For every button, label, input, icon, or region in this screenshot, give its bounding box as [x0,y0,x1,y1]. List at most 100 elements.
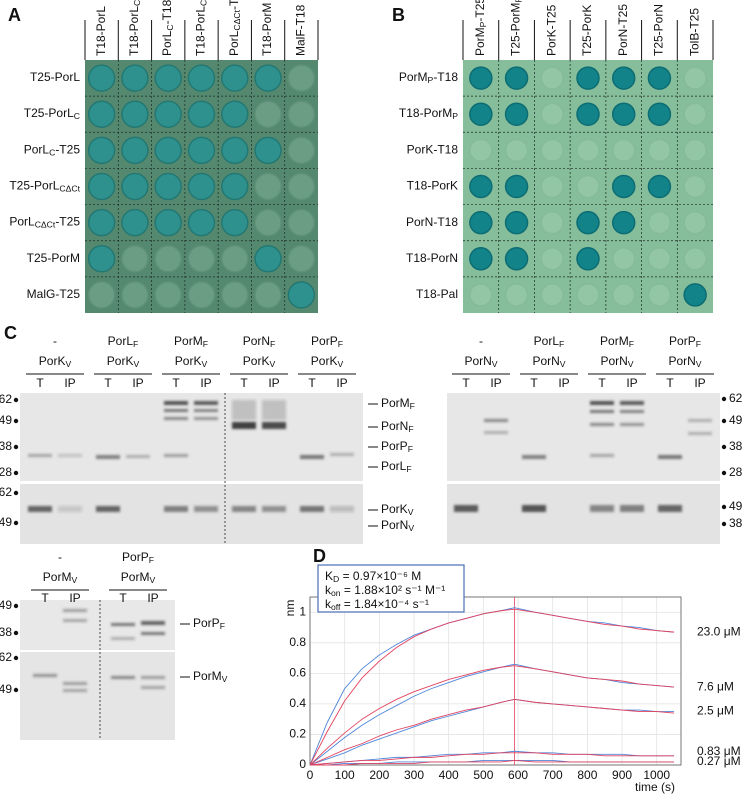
band-label: PorPF [193,616,225,631]
row-label-part: -T25 [55,143,80,157]
blot [447,393,720,481]
band-label-part: PorM [193,669,222,683]
band-label-part: PorL [381,459,407,473]
colony [87,208,116,237]
colony [254,172,282,201]
group-label-part: PorK [39,354,66,368]
group-label-part: F [133,339,138,349]
row-label-part: T25-PorL [24,106,74,120]
group-label-part: PorP [311,334,338,348]
band-label: PorMF [381,396,415,411]
colony [469,283,493,307]
group-label: - [479,334,483,348]
mw-dot [13,444,19,450]
mw-dot [721,418,727,424]
colony [154,136,182,165]
row-label-part: PorL [24,143,50,157]
colony [683,174,707,199]
row-label: PorMP-T18 [399,70,458,85]
colony [221,172,249,201]
colony [469,210,493,235]
column-label-part: PorM [473,27,487,56]
colony [647,247,672,271]
colony [121,136,149,165]
lane-label: IP [132,376,143,390]
colony [576,138,600,163]
column-label: T25-PorK [580,5,594,56]
row-label-part: -T25 [55,215,80,229]
panel-letter: B [392,5,405,25]
x-tick-label: 100 [335,768,355,782]
band-label-part: V [222,674,228,684]
column-label: T25-PorN [652,4,666,56]
group-label: PorNV [668,354,701,369]
row-label: PorN-T18 [406,215,458,229]
legend-label: 0.27 μM [697,754,741,768]
colony [254,208,282,237]
colony [254,100,282,128]
group-label-part: V [71,575,77,585]
group-label: PorMF [600,334,634,349]
colony [121,172,149,201]
band-label-part: F [408,424,413,434]
x-tick-label: 300 [404,768,424,782]
colony [87,100,116,128]
mw-marker: 38 [0,625,12,639]
column-label-part: P [514,0,524,3]
colony [540,210,565,235]
y-tick-label: 0.6 [289,666,306,680]
band-label: PorNV [381,518,414,533]
annotation-part: = 1.84×10⁻⁴ s⁻¹ [340,597,429,611]
annotation-part: D [333,574,339,584]
colony [187,64,216,92]
fit-line [310,759,675,766]
panel-letter: C [4,323,17,343]
row-label-part: T18-PorM [399,106,452,120]
column-label: PorN-T25 [616,4,630,56]
fit-line [309,752,675,766]
lane-label: IP [626,376,637,390]
colony [287,100,316,128]
colony [187,172,216,201]
x-tick-label: 1000 [643,768,670,782]
mw-dot [13,418,19,424]
colony [121,64,149,92]
x-tick-label: 0 [307,768,314,782]
colony [121,245,149,273]
group-label-part: V [337,359,343,369]
column-label-part: C [165,24,175,30]
colony [504,210,529,235]
column-label: MalF-T18 [294,4,308,56]
row-label-part: PorL [9,215,35,229]
colony [683,247,707,271]
mw-marker: 49 [729,413,743,427]
mw-dot [13,603,19,609]
colony [469,102,493,126]
group-label-part: F [203,339,208,349]
colony [683,283,707,307]
group-label-part: PorN [668,354,695,368]
row-label: PorLCΔCt-T25 [9,215,80,230]
colony [540,174,565,199]
row-label: PorK-T18 [407,143,459,157]
column-label: T18-PorM [260,3,274,56]
column-label: TolB-T25 [687,8,701,56]
column-label: T18-PorLC [127,0,142,56]
group-label: PorLF [108,334,139,349]
annotation: koff = 1.84×10⁻⁴ s⁻¹ [325,597,429,612]
row-label: T18-PorN [406,251,458,265]
legend-label: 2.5 μM [697,704,734,718]
band-label-part: F [410,401,415,411]
colony [469,138,493,163]
lane-label: IP [147,591,158,605]
annotation-part: K [325,569,333,583]
panel-letter: A [8,5,21,25]
lane-label: T [462,376,470,390]
group-label-part: V [149,575,155,585]
fit-line [309,698,675,766]
column-label: T25-PorMP [509,0,524,56]
mw-dot [721,521,727,527]
lane-label: IP [336,376,347,390]
group-label: PorPF [669,334,701,349]
mw-marker: 28 [0,465,12,479]
